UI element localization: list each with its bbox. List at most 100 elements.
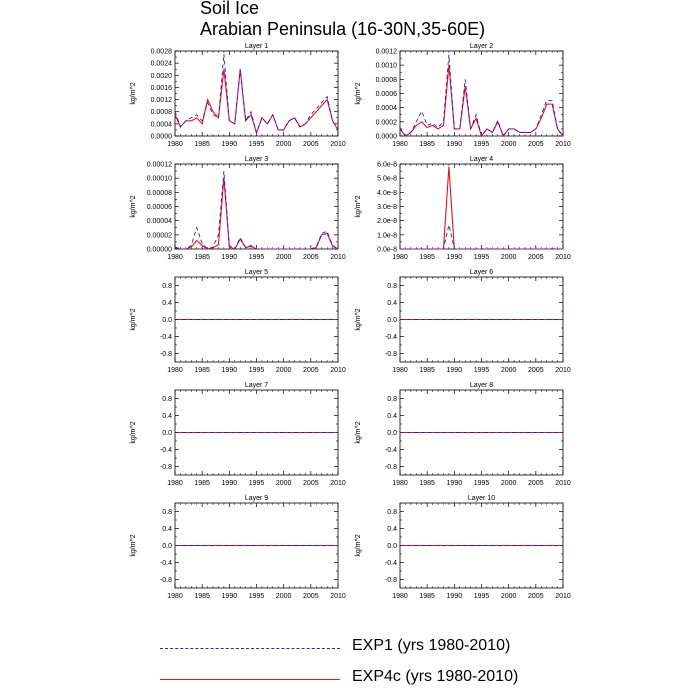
x-tick-label: 2000 [276, 141, 292, 148]
panel-title: Layer 6 [470, 269, 493, 276]
x-tick-label: 2010 [555, 367, 571, 374]
y-tick-label: 0.0010 [376, 63, 398, 70]
x-tick-label: 1995 [474, 367, 490, 374]
panel-title: Layer 5 [245, 269, 268, 276]
x-tick-label: 2010 [555, 254, 571, 261]
x-tick-label: 2010 [330, 480, 346, 487]
legend-item-exp4c: EXP4c (yrs 1980-2010) [160, 667, 580, 691]
x-tick-label: 1995 [249, 254, 265, 261]
y-tick-label: 6.0e-8 [377, 162, 397, 169]
y-tick-label: -0.4 [385, 560, 397, 567]
y-tick-label: -0.4 [385, 447, 397, 454]
y-tick-label: 0.0008 [376, 77, 398, 84]
x-tick-label: 1980 [392, 254, 408, 261]
panel-10: Layer 10 kg/m^2 -0.8 -0.4 0.0 0.4 0.8 1980 1985 1… [355, 495, 571, 600]
legend-label-exp4c: EXP4c (yrs 1980-2010) [352, 668, 519, 685]
panel-title: Layer 4 [470, 156, 493, 163]
x-tick-label: 1990 [447, 480, 463, 487]
y-tick-label: -0.8 [160, 351, 172, 358]
y-tick-label: 0.4 [162, 300, 172, 307]
x-tick-label: 1985 [194, 593, 210, 600]
x-tick-label: 1980 [167, 141, 183, 148]
x-tick-label: 2000 [276, 254, 292, 261]
y-axis-label: kg/m^2 [130, 308, 137, 330]
x-tick-label: 2005 [528, 141, 544, 148]
x-tick-label: 1980 [167, 254, 183, 261]
y-tick-label: -0.8 [385, 464, 397, 471]
x-tick-label: 2000 [276, 480, 292, 487]
y-tick-label: 0.0008 [151, 109, 173, 116]
x-tick-label: 2005 [528, 480, 544, 487]
x-tick-label: 1985 [194, 480, 210, 487]
x-tick-label: 2000 [501, 141, 517, 148]
y-tick-label: 0.00006 [147, 204, 172, 211]
x-tick-label: 1990 [447, 593, 463, 600]
y-tick-label: 0.4 [162, 413, 172, 420]
series-line-exp4c [174, 69, 339, 135]
y-tick-label: 0.8 [387, 396, 397, 403]
x-tick-label: 2005 [528, 367, 544, 374]
x-tick-label: 2000 [276, 593, 292, 600]
y-tick-label: 0.0012 [151, 97, 173, 104]
y-tick-label: -0.4 [160, 334, 172, 341]
plot-frame [174, 50, 339, 137]
y-tick-label: 0.0 [387, 317, 397, 324]
x-tick-label: 1985 [194, 367, 210, 374]
y-tick-label: 0.0 [162, 317, 172, 324]
y-tick-label: 0.00008 [147, 190, 172, 197]
figure-title-block: Soil Ice Arabian Peninsula (16-30N,35-60… [200, 0, 485, 40]
y-tick-label: -0.4 [160, 447, 172, 454]
y-tick-label: -0.4 [160, 560, 172, 567]
y-tick-label: 0.0000 [376, 134, 398, 141]
legend-item-exp1: EXP1 (yrs 1980-2010) [160, 636, 580, 660]
y-tick-label: 0.0024 [151, 61, 173, 68]
y-tick-label: 0.8 [387, 509, 397, 516]
y-tick-label: 0.4 [387, 413, 397, 420]
y-tick-label: 0.0004 [151, 121, 173, 128]
y-tick-label: 0.8 [162, 396, 172, 403]
x-tick-label: 2010 [330, 254, 346, 261]
x-tick-label: 1985 [419, 367, 435, 374]
x-tick-label: 1990 [222, 141, 238, 148]
x-tick-label: 1990 [447, 254, 463, 261]
x-tick-label: 1990 [222, 367, 238, 374]
x-tick-label: 2010 [330, 593, 346, 600]
x-tick-label: 2010 [555, 141, 571, 148]
panel-title: Layer 9 [245, 495, 268, 502]
x-tick-label: 1985 [194, 141, 210, 148]
y-tick-label: 0.8 [387, 283, 397, 290]
x-tick-label: 1980 [392, 141, 408, 148]
y-tick-label: 0.0 [162, 543, 172, 550]
x-tick-label: 1995 [249, 593, 265, 600]
y-axis-label: kg/m^2 [355, 421, 362, 443]
panel-title: Layer 7 [245, 382, 268, 389]
panel-6: Layer 6 kg/m^2 -0.8 -0.4 0.0 0.4 0.8 1980 1985 19… [355, 269, 571, 374]
y-tick-label: 5.0e-8 [377, 176, 397, 183]
x-tick-label: 2010 [555, 593, 571, 600]
x-tick-label: 1990 [447, 367, 463, 374]
y-axis-label: kg/m^2 [355, 534, 362, 556]
y-tick-label: 1.0e-8 [377, 232, 397, 239]
x-tick-label: 2005 [303, 480, 319, 487]
y-tick-label: -0.8 [160, 577, 172, 584]
x-tick-label: 2005 [303, 593, 319, 600]
panel-7: Layer 7 kg/m^2 -0.8 -0.4 0.0 0.4 0.8 1980 1985 19… [130, 382, 346, 487]
x-tick-label: 2005 [303, 141, 319, 148]
y-axis-label: kg/m^2 [355, 195, 362, 217]
x-tick-label: 2005 [303, 367, 319, 374]
y-tick-label: 0.0012 [376, 49, 398, 56]
y-axis-label: kg/m^2 [355, 82, 362, 104]
x-tick-label: 1990 [447, 141, 463, 148]
panel-title: Layer 10 [468, 495, 495, 502]
y-tick-label: 0.0002 [376, 119, 398, 126]
x-tick-label: 1990 [222, 254, 238, 261]
y-tick-label: 0.00002 [147, 232, 172, 239]
x-tick-label: 2005 [528, 593, 544, 600]
series-line-exp4c [174, 178, 339, 250]
legend-swatch-exp1 [160, 648, 340, 649]
y-tick-label: 2.0e-8 [377, 218, 397, 225]
y-tick-label: -0.4 [385, 334, 397, 341]
panel-title: Layer 1 [245, 43, 268, 50]
x-tick-label: 1980 [392, 480, 408, 487]
chart-panels: Layer 1 kg/m^2 0.0000 0.0004 0.0008 0.0012 0.0… [130, 43, 571, 600]
